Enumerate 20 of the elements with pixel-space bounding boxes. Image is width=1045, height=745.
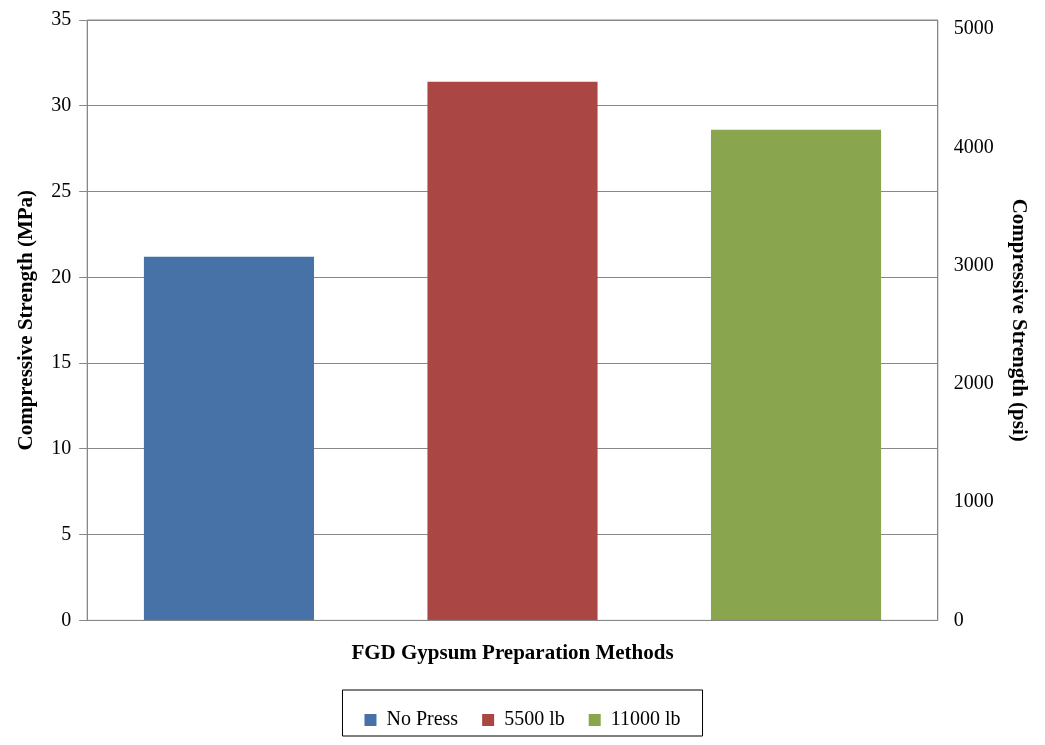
y2-tick-label: 4000 <box>953 134 994 157</box>
x-axis-title: FGD Gypsum Preparation Methods <box>351 639 674 664</box>
y-tick-label: 25 <box>51 178 72 201</box>
legend-label: 11000 lb <box>610 707 681 730</box>
y2-tick-label: 2000 <box>953 371 994 394</box>
y2-tick-label: 1000 <box>953 489 994 512</box>
legend-label: No Press <box>386 707 459 730</box>
y-axis-title: Compressive Strength (MPa) <box>13 189 38 451</box>
y-tick-label: 35 <box>51 7 72 30</box>
y2-axis-title: Compressive Strength (psi) <box>1007 198 1032 442</box>
legend-label: 5500 lb <box>504 707 565 730</box>
y-tick-label: 5 <box>61 521 72 544</box>
y-tick-label: 0 <box>61 607 72 630</box>
y-tick-label: 20 <box>51 264 72 287</box>
y-tick-label: 10 <box>51 436 72 459</box>
y2-tick-label: 0 <box>953 607 964 630</box>
y2-tick-label: 3000 <box>953 252 994 275</box>
y-tick-label: 15 <box>51 350 72 373</box>
y-tick-label: 30 <box>51 93 72 116</box>
y2-tick-label: 5000 <box>953 16 994 39</box>
